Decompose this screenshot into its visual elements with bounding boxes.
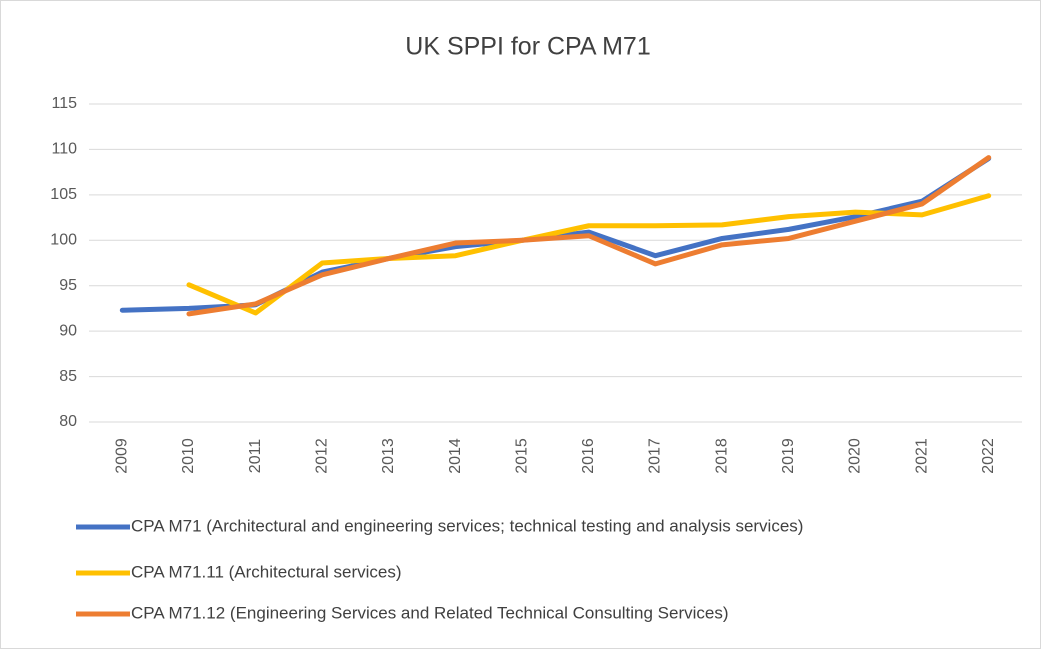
x-tick-label: 2009 — [114, 438, 131, 474]
x-tick-label: 2010 — [180, 438, 197, 474]
y-tick-label: 95 — [59, 277, 77, 294]
x-tick-label: 2022 — [980, 438, 997, 474]
x-tick-label: 2021 — [913, 438, 930, 474]
series-line — [186, 193, 992, 316]
x-tick-label: 2017 — [647, 438, 664, 474]
x-tick-label: 2015 — [513, 438, 530, 474]
legend-label: CPA M71 (Architectural and engineering s… — [131, 516, 803, 535]
y-tick-label: 80 — [59, 413, 77, 430]
y-tick-label: 90 — [59, 322, 77, 339]
y-tick-label: 110 — [51, 141, 77, 158]
legend-label: CPA M71.11 (Architectural services) — [131, 562, 402, 581]
chart-title: UK SPPI for CPA M71 — [405, 33, 650, 61]
x-tick-label: 2020 — [847, 438, 864, 474]
legend-label: CPA M71.12 (Engineering Services and Rel… — [131, 603, 729, 622]
y-tick-label: 105 — [50, 186, 77, 203]
x-tick-label: 2011 — [247, 439, 264, 474]
y-tick-label: 115 — [51, 95, 77, 112]
x-tick-label: 2016 — [580, 438, 597, 474]
x-tick-label: 2014 — [447, 438, 464, 474]
y-tick-label: 100 — [50, 232, 77, 249]
x-tick-label: 2019 — [780, 438, 797, 474]
x-tick-label: 2012 — [313, 438, 330, 474]
x-tick-label: 2013 — [380, 438, 397, 474]
y-tick-label: 85 — [59, 368, 77, 385]
series-line — [186, 155, 992, 317]
x-tick-label: 2018 — [713, 438, 730, 474]
